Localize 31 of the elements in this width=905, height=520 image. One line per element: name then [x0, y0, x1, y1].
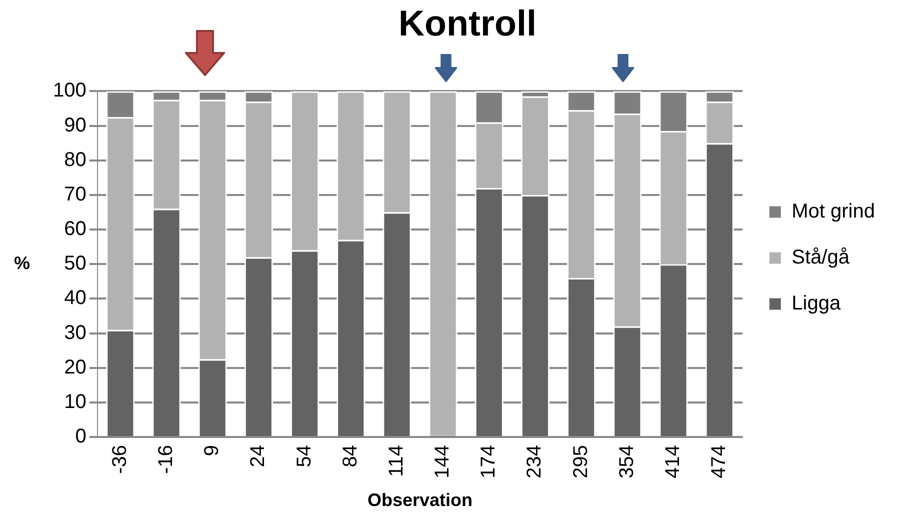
x-tick-label: -36 [108, 445, 131, 474]
y-tick-label: 50 [64, 252, 86, 275]
y-axis-title: % [14, 253, 30, 274]
y-tick-label: 70 [64, 183, 86, 206]
x-tick-label: 9 [201, 445, 224, 456]
x-tick-label: 144 [432, 445, 454, 478]
x-axis-title: Observation [367, 490, 473, 510]
legend-label: Ligga [792, 292, 842, 315]
x-tick-label: 354 [616, 445, 638, 478]
chart-title: Kontroll [398, 2, 536, 44]
legend-label: Stå/gå [792, 246, 850, 269]
x-tick-label: 114 [385, 445, 408, 477]
y-tick-label: 40 [64, 287, 86, 310]
y-tick-label: 20 [64, 356, 86, 378]
x-tick-label: 234 [524, 445, 546, 478]
x-tick-label: 84 [339, 445, 362, 468]
y-tick-label: 100 [52, 80, 86, 102]
x-tick-label: 414 [662, 445, 684, 478]
legend-label: Mot grind [792, 200, 876, 223]
x-tick-label: 54 [293, 445, 316, 468]
y-tick-label: 60 [64, 218, 86, 240]
x-tick-label: 474 [708, 445, 730, 478]
y-tick-label: 80 [64, 148, 86, 171]
x-tick-label: 295 [570, 445, 592, 478]
y-tick-label: 0 [75, 426, 86, 448]
x-tick-label: 24 [247, 445, 270, 468]
y-tick-label: 90 [64, 114, 86, 136]
y-tick-label: 30 [64, 322, 86, 344]
y-tick-label: 10 [64, 390, 86, 413]
x-tick-label: -16 [155, 445, 178, 474]
x-tick-label: 174 [478, 445, 500, 478]
